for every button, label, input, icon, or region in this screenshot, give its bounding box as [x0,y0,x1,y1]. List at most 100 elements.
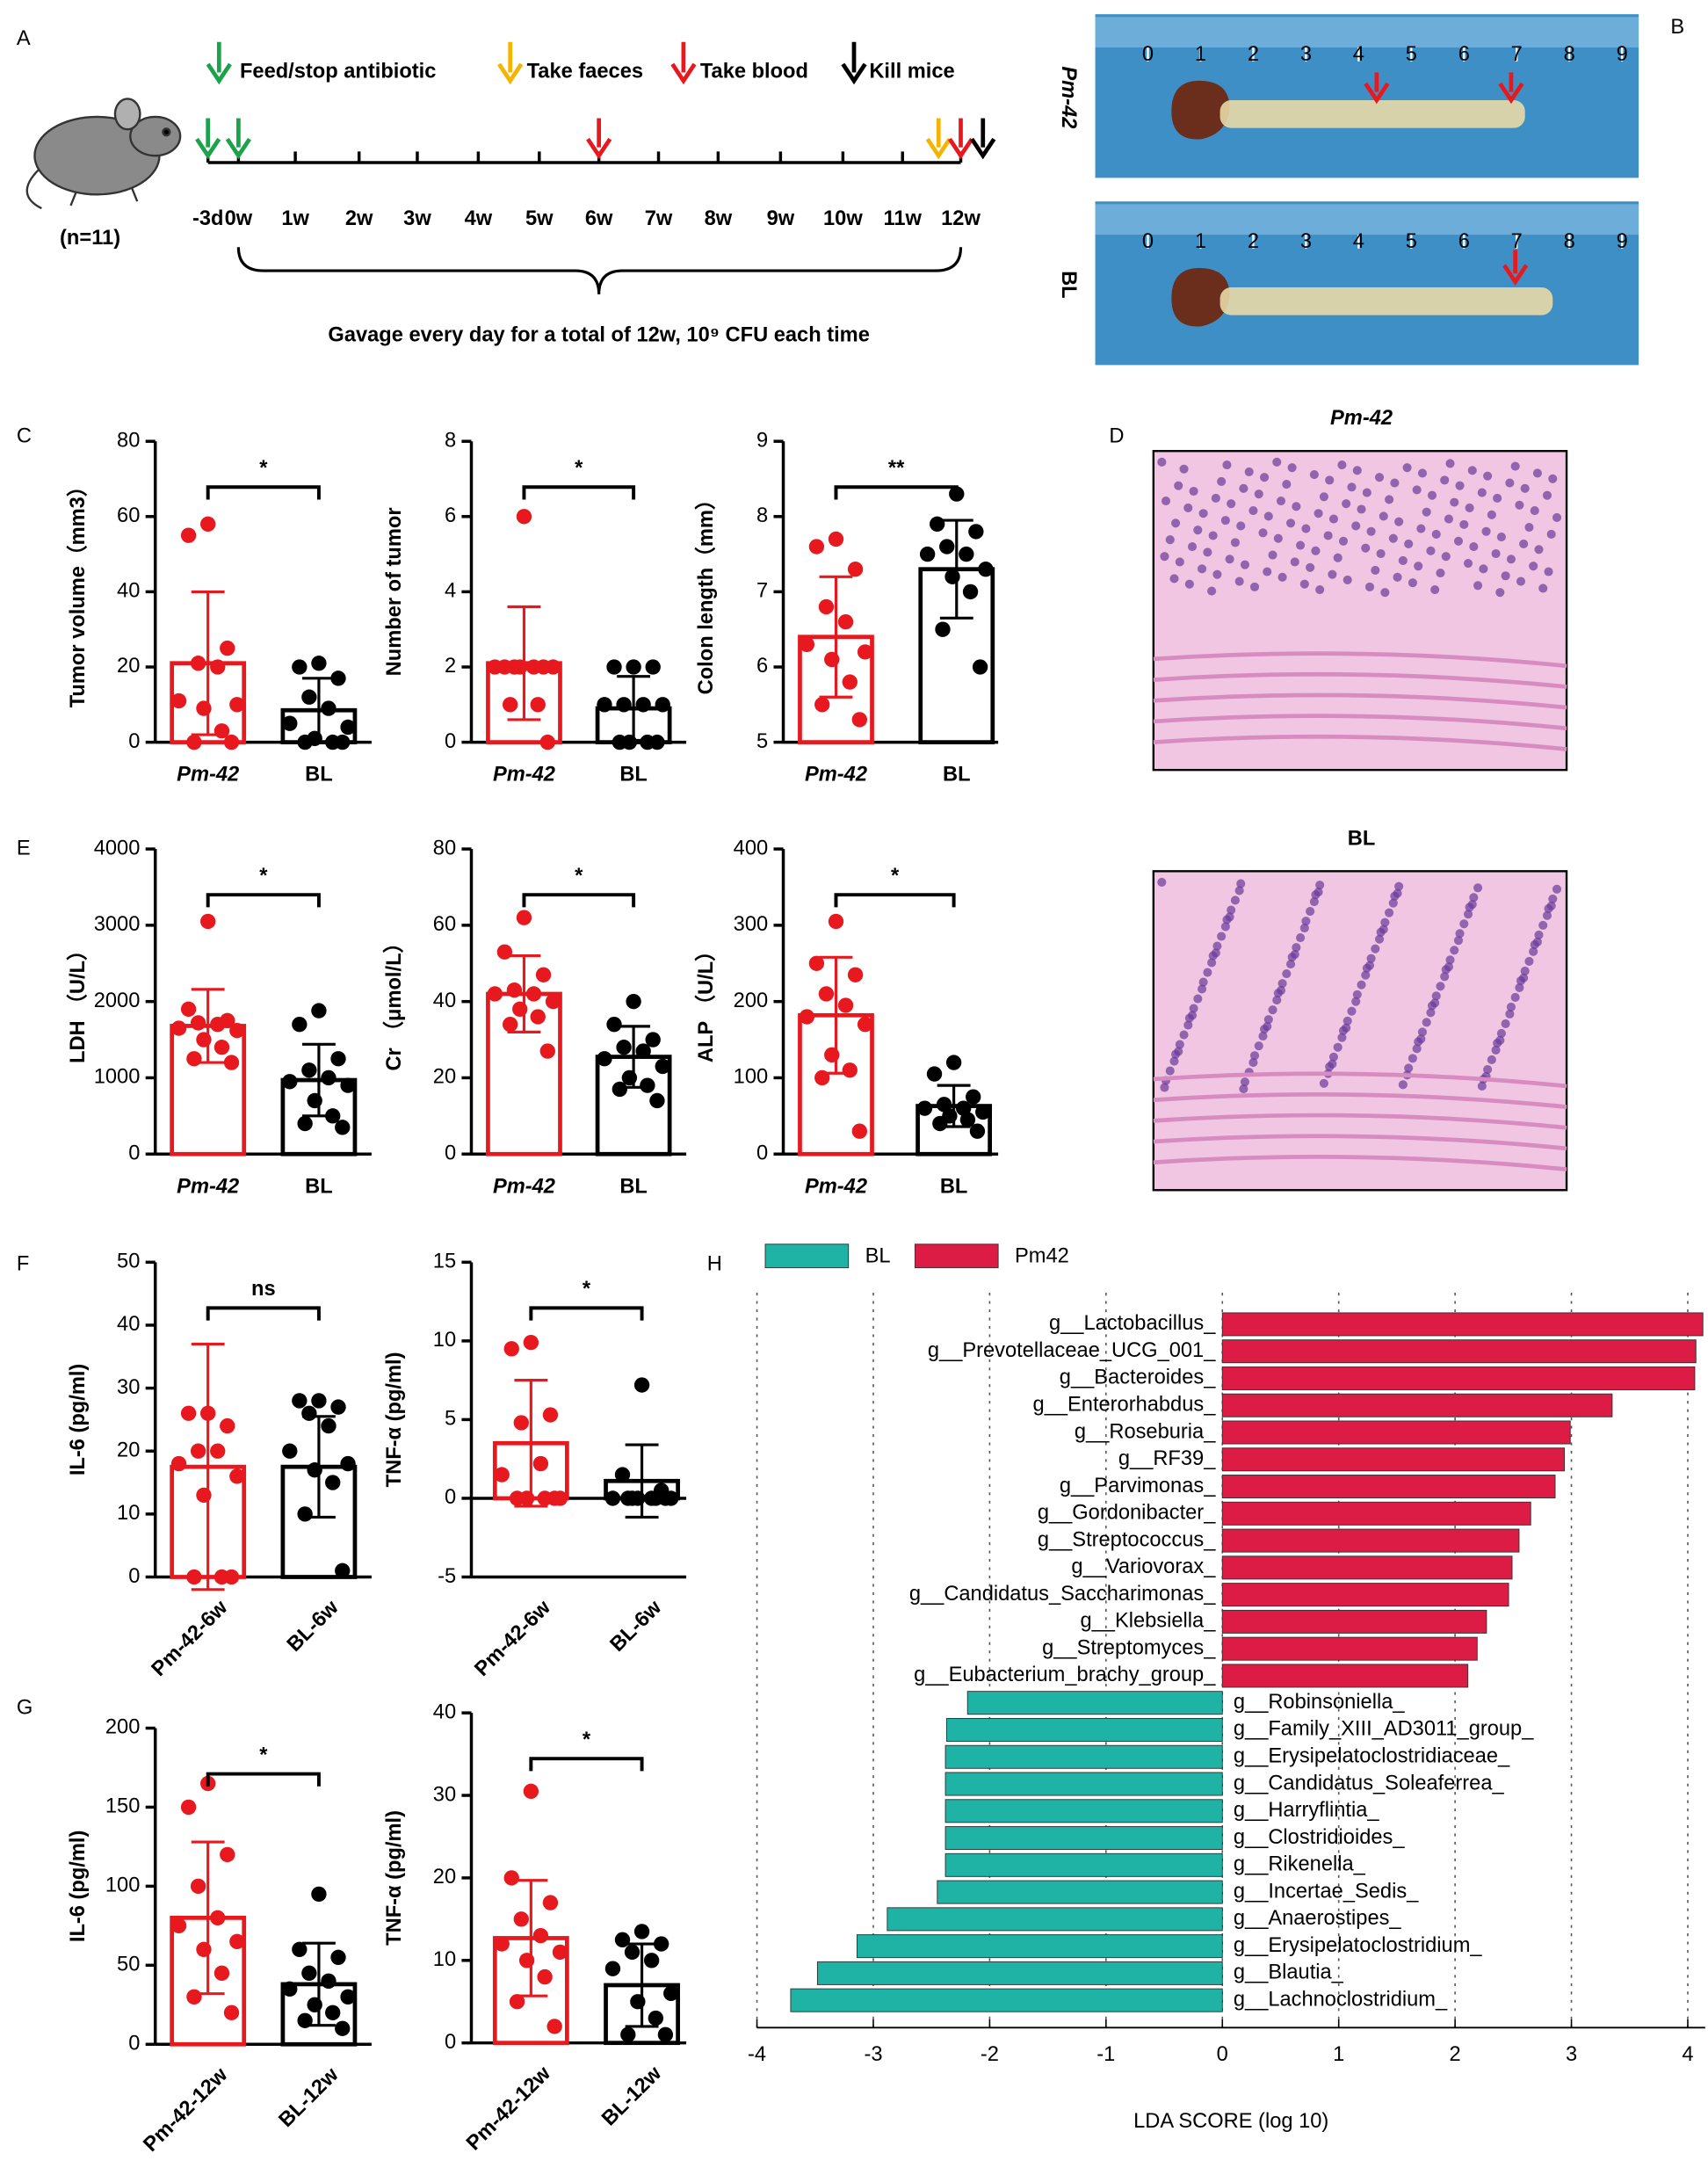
tissue-nucleus [1227,499,1236,509]
x-tick-label: BL-6w [283,1596,344,1657]
tissue-nucleus [1529,562,1538,571]
y-tick-label: 3000 [94,913,141,936]
tissue-nucleus [1477,1081,1487,1091]
tissue-nucleus [1487,510,1496,519]
tissue-nucleus [1314,509,1323,518]
error-bar [514,1379,548,1508]
tissue-nucleus [1393,572,1402,582]
category-label: g__Parvimonas_ [1060,1475,1216,1497]
data-point [170,692,187,709]
tissue-nucleus [1408,578,1417,588]
ruler-number: 3 [1300,43,1312,66]
subject-count: (n=11) [60,227,120,250]
data-point [657,1490,674,1506]
timeline-label: 0w [225,207,253,230]
bar [1221,1583,1509,1607]
timeline-label: 4w [465,207,493,230]
data-point [824,1047,840,1063]
tissue-nucleus [1394,517,1404,526]
x-tick-label: -1 [1096,2043,1115,2066]
tissue-nucleus [1319,1078,1328,1088]
tissue-nucleus [1343,575,1352,585]
tissue-nucleus [1328,1059,1337,1069]
bar [1221,1528,1520,1553]
x-tick-label: 0 [1217,2043,1228,2066]
significance-label: * [259,865,268,888]
data-point [311,1393,327,1409]
data-point [340,1077,356,1093]
data-point [525,986,542,1002]
data-point [597,1051,612,1067]
tissue-nucleus [1402,463,1412,473]
y-tick-label: 200 [734,990,768,1012]
data-point [297,2012,313,2028]
tissue-nucleus [1187,1011,1198,1020]
ruler-number: 1 [1195,230,1206,253]
panel-letter: D [1109,425,1124,448]
y-tick-label: 20 [117,1439,140,1461]
tissue-nucleus [1169,1056,1179,1066]
y-tick-label: 4 [445,580,456,603]
data-point [214,1965,230,1981]
tissue-nucleus [1351,521,1361,531]
y-tick-label: 2000 [94,990,141,1012]
tissue-nucleus [1529,946,1538,956]
category-label: g__Klebsiella_ [1080,1610,1216,1633]
tissue-nucleus [1417,1027,1427,1037]
data-point [612,734,628,750]
data-point [494,1936,510,1952]
data-point [335,1562,351,1579]
tissue-nucleus [1290,949,1299,960]
tissue-nucleus [1236,521,1246,531]
colon-body [1219,287,1553,315]
bar [1221,1501,1531,1526]
significance-bracket [522,893,636,908]
legend-label: BL [865,1244,891,1267]
data-point [530,697,546,713]
tissue-nucleus [1277,572,1287,582]
data-point [626,993,641,1010]
tissue-nucleus [1441,552,1451,562]
bar [1221,1420,1571,1445]
tissue-nucleus [1357,980,1366,990]
significance-bracket [529,1306,644,1321]
timeline-label: 11w [884,207,923,230]
x-tick-label: Pm-42-6w [470,1596,555,1681]
tissue-nucleus [1427,490,1437,500]
tissue-fiber [1153,651,1567,669]
data-point [513,1415,529,1431]
tissue-nucleus [1416,524,1426,533]
data-point [494,1467,510,1483]
data-point [512,1001,528,1018]
data-point [653,1936,669,1952]
significance-label: * [891,865,900,888]
bar [1221,1312,1704,1337]
tissue-nucleus [1211,493,1220,503]
y-tick-label: 150 [105,1795,140,1818]
arrow-head [670,62,697,85]
tissue-fiber [1153,671,1567,689]
y-tick-label: 0 [128,1565,140,1588]
data-point [509,1490,525,1506]
y-tick-label: 6 [445,504,456,527]
data-point [828,913,844,930]
data-point [955,1100,972,1116]
data-point [200,913,216,930]
data-point [220,1846,235,1863]
y-tick-label: 10 [433,1329,456,1352]
y-axis-label: Colon length（mm） [694,489,718,694]
bar [945,1717,1223,1742]
timeline-note: Gavage every day for a total of 12w, 10⁹… [328,324,869,347]
bar [944,1826,1223,1851]
data-point [186,1569,202,1585]
tissue-nucleus [1520,966,1530,976]
y-tick-label: 60 [433,913,456,936]
data-point [633,1377,650,1393]
tissue-nucleus [1272,457,1282,467]
bar [944,1799,1223,1823]
data-point [620,1490,636,1506]
y-tick-label: 8 [756,504,768,527]
tissue-nucleus [1431,529,1441,539]
y-tick-label: 80 [117,429,140,452]
tissue-nucleus [1444,514,1453,524]
